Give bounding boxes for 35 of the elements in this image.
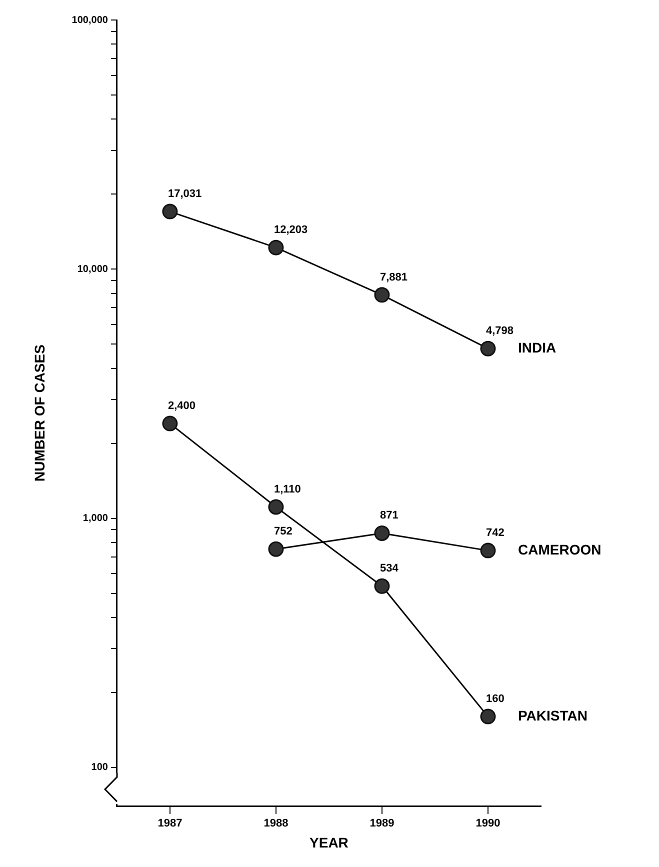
point [268, 499, 284, 515]
x-tick-label: 1989 [370, 818, 394, 830]
data-label: 1,110 [274, 484, 301, 496]
x-tick-label: 1988 [264, 818, 288, 830]
point [480, 340, 496, 356]
y-tick-label: 1,000 [82, 513, 108, 524]
point [374, 578, 390, 594]
point [374, 287, 390, 303]
point [268, 240, 284, 256]
data-label: 742 [486, 527, 504, 540]
y-tick-label: 100 [91, 762, 108, 774]
point [162, 204, 178, 220]
data-label: 160 [486, 693, 504, 706]
x-tick-label: 1990 [476, 818, 500, 830]
point [268, 541, 284, 557]
series-label: PAKISTAN [518, 707, 588, 724]
data-label: 17,031 [168, 188, 202, 200]
data-label: 4,798 [486, 325, 514, 338]
y-tick-label: 10,000 [77, 264, 108, 275]
x-axis-title: YEAR [310, 834, 348, 850]
point [162, 416, 178, 432]
data-label: 2,400 [168, 400, 196, 412]
data-label: 752 [274, 526, 292, 538]
x-tick-label: 1987 [158, 818, 182, 830]
data-label: 871 [380, 510, 398, 522]
y-axis-title: NUMBER OF CASES [31, 344, 48, 482]
data-label: 7,881 [380, 271, 408, 284]
series-label: INDIA [518, 339, 556, 356]
data-label: 12,203 [274, 224, 308, 236]
point [480, 708, 496, 724]
point [480, 542, 496, 558]
data-label: 534 [380, 562, 400, 575]
y-tick-label: 100,000 [72, 14, 108, 26]
point [374, 525, 390, 541]
series-label: CAMEROON [518, 541, 602, 558]
